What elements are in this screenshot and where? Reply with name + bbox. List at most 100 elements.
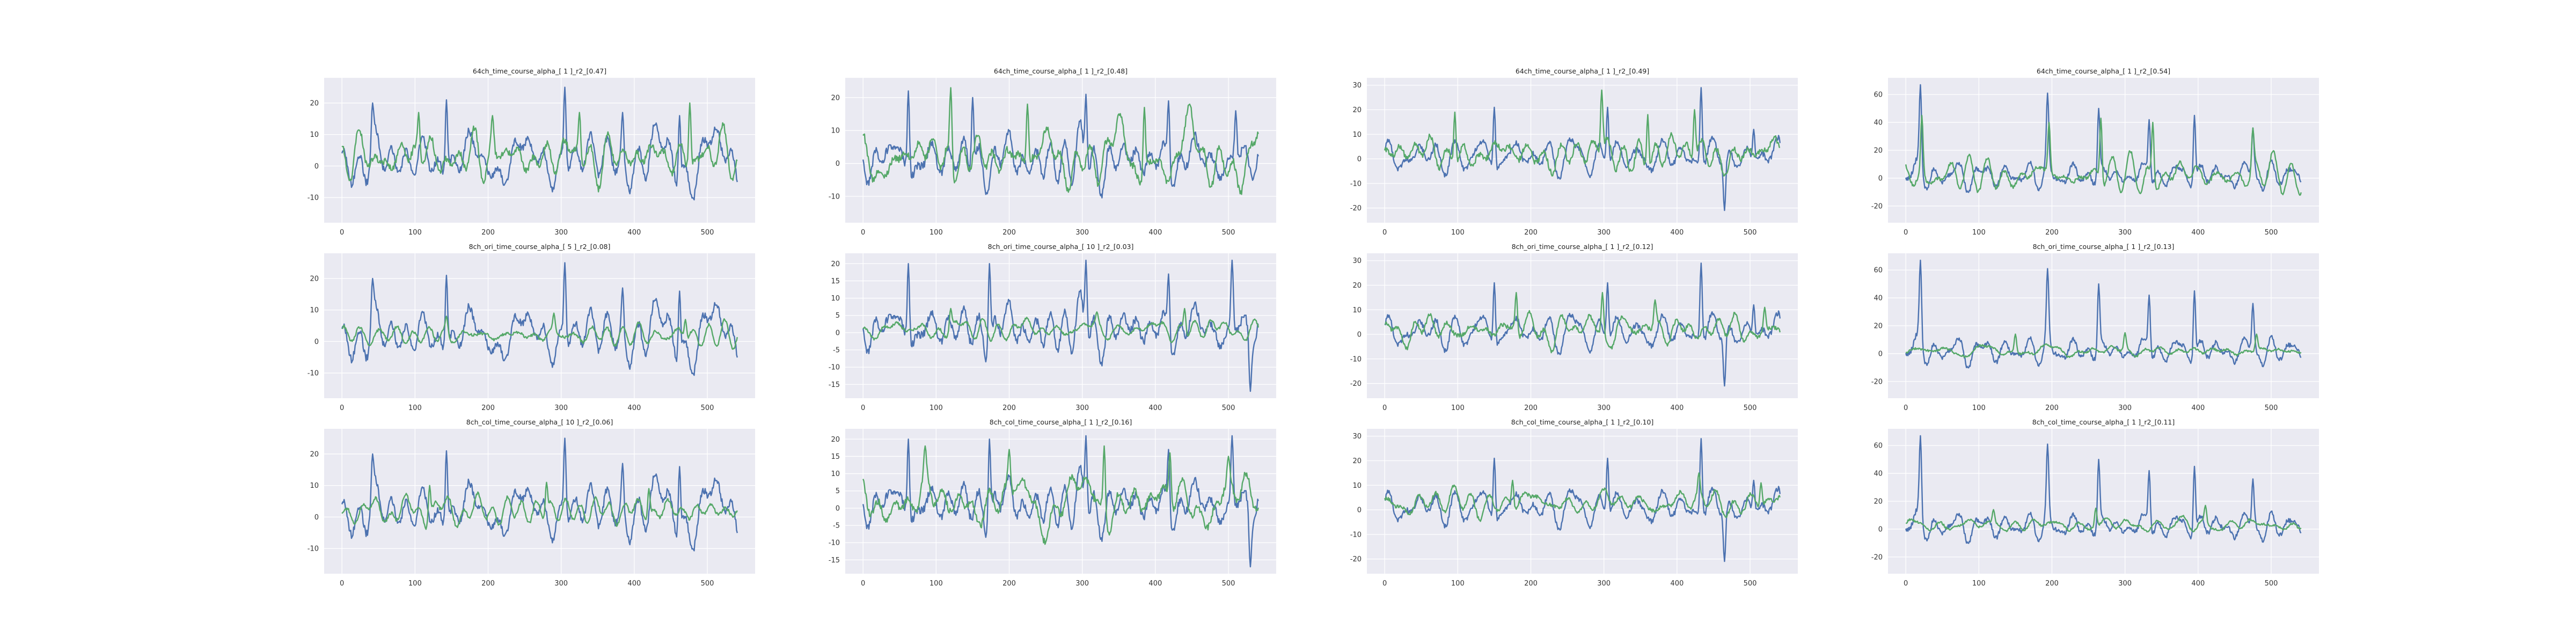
y-tick-label: 10	[310, 482, 319, 490]
x-tick-label: 200	[481, 404, 495, 412]
series-line-1	[341, 86, 738, 201]
x-tick-label: 500	[701, 229, 714, 237]
x-tick-label: 100	[408, 580, 422, 588]
x-tick-label: 300	[2118, 580, 2132, 588]
y-tick-label: 20	[1874, 498, 1883, 506]
x-tick-label: 300	[1597, 580, 1611, 588]
subplot-8: 0 100 200 300 400 500 -20 0 20 40 60 8ch_ori_time_c…	[1871, 243, 2319, 412]
x-tick-label: 300	[2118, 229, 2132, 237]
plot-area	[845, 253, 1276, 398]
y-tick-label: -10	[308, 194, 319, 202]
x-tick-label: 300	[1075, 580, 1089, 588]
series-line-2	[341, 102, 738, 193]
series-line-2	[862, 445, 1259, 545]
x-tick-label: 100	[1972, 229, 1986, 237]
x-tick-label: 500	[1744, 404, 1757, 412]
x-tick-label: 100	[1451, 580, 1465, 588]
x-tick-label: 400	[2191, 229, 2205, 237]
y-tick-label: -10	[1350, 531, 1362, 539]
subplot-title: 8ch_col_time_course_alpha_[ 1 ]_r2_[0.11…	[2032, 418, 2175, 426]
x-tick-label: 500	[701, 580, 714, 588]
series-line-2	[1905, 332, 2302, 358]
y-tick-label: 0	[836, 504, 840, 513]
x-tick-label: 200	[1002, 404, 1016, 412]
x-tick-label: 500	[1222, 229, 1235, 237]
subplot-7: 0 100 200 300 400 500 -20 -10 0 10 20 30 8ch_ori_tim…	[1350, 243, 1798, 412]
y-tick-label: 0	[1878, 350, 1883, 358]
x-tick-label: 100	[1451, 404, 1465, 412]
subplot-10: 0 100 200 300 400 500 -15 -10 -5 0 5 10 15 20 8ch_col_…	[829, 418, 1276, 588]
series-line-2	[862, 87, 1259, 195]
x-tick-label: 0	[861, 404, 865, 412]
series-line-2	[1905, 114, 2302, 196]
subplot-11: 0 100 200 300 400 500 -20 -10 0 10 20 30 8ch_col_tim…	[1350, 418, 1798, 588]
series-line-1	[862, 259, 1259, 392]
subplot-title: 64ch_time_course_alpha_[ 1 ]_r2_[0.48]	[994, 67, 1128, 75]
y-tick-label: -20	[1871, 202, 1883, 210]
y-tick-label: -20	[1871, 378, 1883, 386]
y-tick-label: -10	[308, 545, 319, 553]
x-tick-label: 100	[930, 580, 943, 588]
y-tick-label: -20	[1350, 204, 1362, 213]
series-line-2	[1384, 292, 1781, 354]
x-tick-label: 500	[2265, 229, 2278, 237]
y-tick-label: 10	[831, 295, 840, 303]
y-tick-label: 0	[1878, 174, 1883, 182]
y-tick-label: 40	[1874, 470, 1883, 478]
x-tick-label: 300	[1075, 404, 1089, 412]
y-tick-label: -10	[829, 539, 840, 547]
y-tick-label: -20	[1350, 555, 1362, 564]
y-tick-label: 30	[1352, 82, 1362, 90]
series-line-1	[1384, 262, 1781, 387]
series-line-1	[1905, 435, 2302, 544]
subplot-9: 0 100 200 300 400 500 -10 0 10 20 8ch_col_time_cou…	[308, 418, 755, 588]
x-tick-label: 100	[930, 229, 943, 237]
y-tick-label: -10	[829, 193, 840, 201]
x-tick-label: 0	[1382, 229, 1387, 237]
y-tick-label: -5	[833, 522, 840, 530]
x-tick-label: 200	[481, 229, 495, 237]
plot-area	[1367, 78, 1798, 223]
plot-area	[1367, 429, 1798, 574]
y-tick-label: 5	[836, 312, 840, 320]
y-tick-label: 20	[1874, 323, 1883, 331]
y-tick-label: 40	[1874, 295, 1883, 303]
y-tick-label: 0	[1357, 507, 1362, 515]
y-tick-label: 15	[831, 277, 840, 286]
y-tick-label: -5	[833, 347, 840, 355]
y-tick-label: 30	[1352, 433, 1362, 441]
subplot-5: 0 100 200 300 400 500 -10 0 10 20 8ch_ori_time_cou…	[308, 243, 755, 412]
subplot-title: 8ch_col_time_course_alpha_[ 1 ]_r2_[0.16…	[990, 418, 1132, 426]
plot-area	[324, 253, 755, 398]
y-tick-label: 20	[831, 94, 840, 102]
x-tick-label: 0	[861, 580, 865, 588]
x-tick-label: 300	[2118, 404, 2132, 412]
x-tick-label: 200	[2045, 580, 2059, 588]
series-line-1	[1905, 259, 2302, 369]
y-tick-label: 20	[1874, 147, 1883, 155]
y-tick-label: -10	[1350, 180, 1362, 188]
y-tick-label: 0	[314, 163, 319, 171]
y-tick-label: 20	[831, 260, 840, 268]
y-tick-label: 20	[310, 99, 319, 107]
subplot-3: 0 100 200 300 400 500 -20 -10 0 10 20 30 64ch_time_c…	[1350, 67, 1798, 237]
x-tick-label: 500	[2265, 580, 2278, 588]
subplot-12: 0 100 200 300 400 500 -20 0 20 40 60 8ch_col_time_c…	[1871, 418, 2319, 588]
x-tick-label: 300	[1075, 229, 1089, 237]
series-line-2	[1384, 89, 1781, 177]
y-tick-label: 0	[1357, 331, 1362, 339]
y-tick-label: -20	[1871, 553, 1883, 561]
y-tick-label: 20	[310, 275, 319, 283]
subplot-2: 0 100 200 300 400 500 -10 0 10 20 64ch_time_course…	[829, 67, 1276, 237]
y-tick-label: 5	[836, 487, 840, 495]
y-tick-label: 10	[1352, 131, 1362, 139]
series-line-2	[341, 312, 738, 350]
y-tick-label: 10	[1352, 482, 1362, 490]
x-tick-label: 400	[2191, 580, 2205, 588]
x-tick-label: 100	[408, 404, 422, 412]
x-tick-label: 500	[1222, 580, 1235, 588]
x-tick-label: 400	[627, 229, 641, 237]
x-tick-label: 500	[1222, 404, 1235, 412]
y-tick-label: 10	[310, 131, 319, 139]
